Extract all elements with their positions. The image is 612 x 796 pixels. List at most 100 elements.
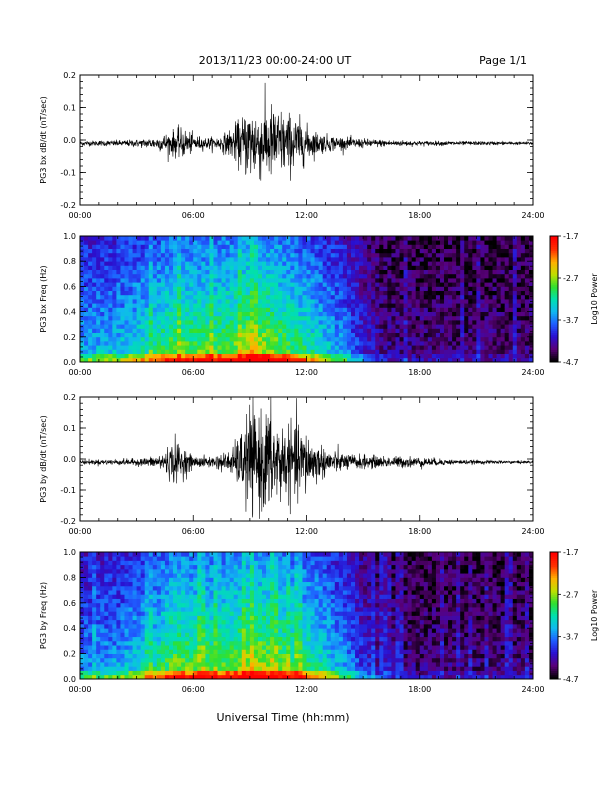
spectrogram-cell xyxy=(201,278,205,283)
spectrogram-cell xyxy=(124,328,128,333)
spectrogram-cell xyxy=(298,257,302,262)
spectrogram-cell xyxy=(315,312,319,317)
spectrogram-cell xyxy=(363,345,367,350)
spectrogram-cell xyxy=(189,249,193,254)
spectrogram-cell xyxy=(408,328,412,333)
spectrogram-cell xyxy=(133,573,137,578)
spectrogram-cell xyxy=(88,236,92,241)
spectrogram-cell xyxy=(209,240,213,245)
spectrogram-cell xyxy=(408,312,412,317)
spectrogram-cell xyxy=(108,620,112,625)
spectrogram-cell xyxy=(157,662,161,667)
spectrogram-cell xyxy=(112,569,116,574)
spectrogram-cell xyxy=(169,641,173,646)
spectrogram-cell xyxy=(493,349,497,354)
spectrogram-cell xyxy=(157,573,161,578)
spectrogram-cell xyxy=(489,236,493,241)
spectrogram-cell xyxy=(262,257,266,262)
spectrogram-cell xyxy=(193,337,197,342)
spectrogram-cell xyxy=(177,649,181,654)
spectrogram-cell xyxy=(339,265,343,270)
spectrogram-cell xyxy=(363,257,367,262)
spectrogram-cell xyxy=(335,328,339,333)
spectrogram-cell xyxy=(424,286,428,291)
spectrogram-cell xyxy=(197,658,201,663)
spectrogram-cell xyxy=(343,282,347,287)
spectrogram-cell xyxy=(108,291,112,296)
spectrogram-cell xyxy=(133,599,137,604)
spectrogram-cell xyxy=(100,590,104,595)
spectrogram-cell xyxy=(92,582,96,587)
spectrogram-cell xyxy=(246,249,250,254)
spectrogram-cell xyxy=(226,291,230,296)
spectrogram-cell xyxy=(460,349,464,354)
spectrogram-cell xyxy=(133,328,137,333)
spectrogram-cell xyxy=(412,341,416,346)
spectrogram-cell xyxy=(513,333,517,338)
spectrogram-cell xyxy=(395,316,399,321)
spectrogram-cell xyxy=(351,286,355,291)
spectrogram-cell xyxy=(351,345,355,350)
spectrogram-cell xyxy=(88,333,92,338)
spectrogram-cell xyxy=(278,345,282,350)
spectrogram-cell xyxy=(149,337,153,342)
spectrogram-cell xyxy=(294,337,298,342)
spectrogram-cell xyxy=(137,556,141,561)
spectrogram-cell xyxy=(116,658,120,663)
spectrogram-cell xyxy=(137,333,141,338)
spectrogram-cell xyxy=(189,286,193,291)
spectrogram-cell xyxy=(238,307,242,312)
spectrogram-cell xyxy=(218,282,222,287)
spectrogram-cell xyxy=(412,354,416,359)
spectrogram-cell xyxy=(197,257,201,262)
spectrogram-cell xyxy=(335,341,339,346)
spectrogram-cell xyxy=(145,565,149,570)
spectrogram-cell xyxy=(96,607,100,612)
spectrogram-cell xyxy=(513,257,517,262)
spectrogram-cell xyxy=(525,265,529,270)
spectrogram-cell xyxy=(205,573,209,578)
spectrogram-cell xyxy=(262,345,266,350)
spectrogram-cell xyxy=(351,295,355,300)
spectrogram-cell xyxy=(323,274,327,279)
spectrogram-cell xyxy=(311,236,315,241)
spectrogram-cell xyxy=(480,320,484,325)
spectrogram-cell xyxy=(169,637,173,642)
spectrogram-cell xyxy=(133,312,137,317)
spectrogram-cell xyxy=(343,303,347,308)
spectrogram-cell xyxy=(193,316,197,321)
spectrogram-cell xyxy=(120,671,124,676)
spectrogram-cell xyxy=(501,291,505,296)
spectrogram-cell xyxy=(509,249,513,254)
spectrogram-cell xyxy=(246,299,250,304)
spectrogram-cell xyxy=(428,274,432,279)
spectrogram-cell xyxy=(120,244,124,249)
spectrogram-cell xyxy=(521,257,525,262)
spectrogram-cell xyxy=(157,349,161,354)
spectrogram-cell xyxy=(161,582,165,587)
spectrogram-cell xyxy=(92,312,96,317)
spectrogram-cell xyxy=(116,307,120,312)
spectrogram-cell xyxy=(108,341,112,346)
spectrogram-cell xyxy=(335,354,339,359)
spectrogram-cell xyxy=(173,299,177,304)
spectrogram-cell xyxy=(311,274,315,279)
spectrogram-cell xyxy=(129,324,133,329)
spectrogram-cell xyxy=(96,278,100,283)
spectrogram-cell xyxy=(226,253,230,258)
spectrogram-cell xyxy=(80,261,84,266)
spectrogram-cell xyxy=(218,261,222,266)
spectrogram-cell xyxy=(161,645,165,650)
spectrogram-cell xyxy=(205,556,209,561)
spectrogram-cell xyxy=(521,253,525,258)
spectrogram-cell xyxy=(262,328,266,333)
spectrogram-cell xyxy=(189,244,193,249)
spectrogram-cell xyxy=(141,257,145,262)
spectrogram-cell xyxy=(307,270,311,275)
spectrogram-cell xyxy=(335,286,339,291)
spectrogram-cell xyxy=(234,649,238,654)
spectrogram-cell xyxy=(185,312,189,317)
spectrogram-cell xyxy=(416,345,420,350)
spectrogram-cell xyxy=(226,641,230,646)
spectrogram-cell xyxy=(355,328,359,333)
